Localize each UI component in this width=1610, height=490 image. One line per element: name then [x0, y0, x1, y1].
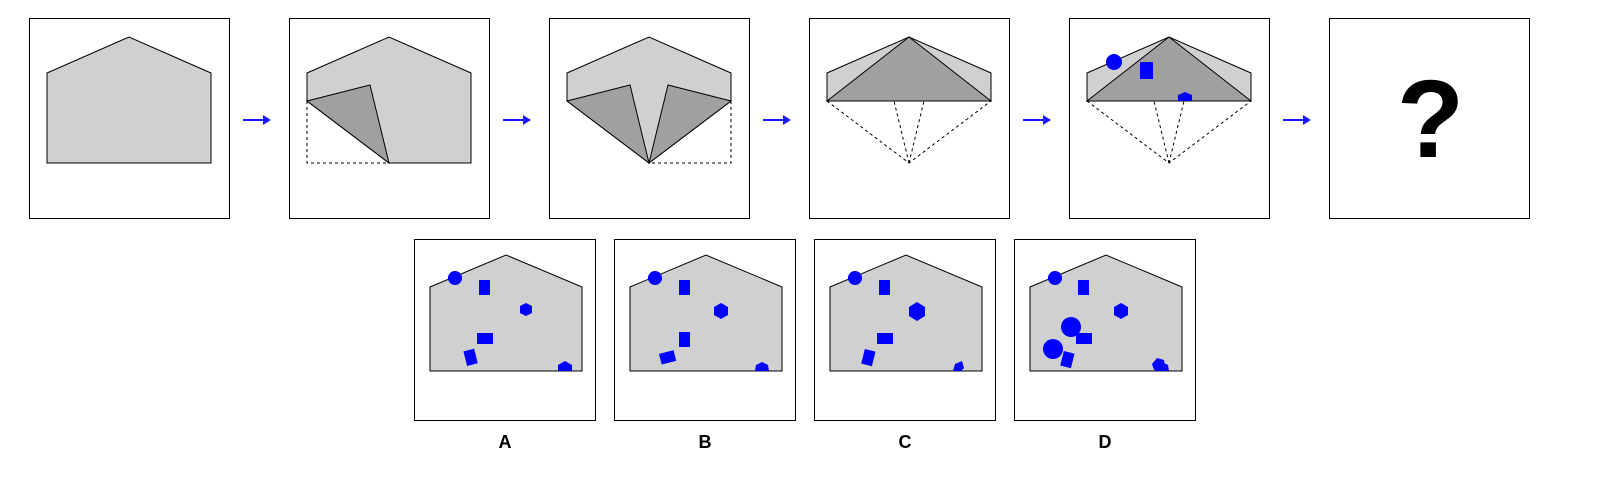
step-1-panel [29, 18, 230, 219]
hexagon-shape [1114, 303, 1128, 319]
option-a-card[interactable] [414, 239, 596, 421]
hexagon-shape [714, 303, 728, 319]
arrow-3-icon [763, 113, 791, 125]
step-3-figure [565, 36, 733, 165]
dashed-fold-outline [1086, 100, 1252, 164]
unfolded-paper [629, 254, 783, 372]
dashed-fold-outline [826, 100, 992, 164]
hexagon-shape [558, 361, 572, 371]
punched-hexagon [1178, 92, 1192, 101]
circle-shape [648, 271, 662, 285]
option-b-card[interactable] [614, 239, 796, 421]
hexagon-shape [755, 362, 769, 371]
option-d-card[interactable] [1014, 239, 1196, 421]
rect-shape [679, 280, 690, 295]
circle-shape [448, 271, 462, 285]
rect-shape [658, 350, 677, 365]
option-d-label[interactable]: D [1098, 432, 1112, 452]
circle-shape [1048, 271, 1062, 285]
option-b-figure [629, 254, 783, 372]
step-2-figure [305, 36, 472, 165]
hexagon-shape [1155, 362, 1169, 371]
rect-shape [463, 348, 478, 366]
folded-triangle [825, 36, 993, 102]
unfolded-paper [1029, 254, 1183, 372]
folded-corner-dashed-outline [306, 99, 391, 164]
hexagon-shape [909, 302, 925, 321]
option-d-figure [1029, 254, 1183, 372]
question-mark: ? [1396, 58, 1465, 181]
option-c-card[interactable] [814, 239, 996, 421]
step-2-panel [289, 18, 490, 219]
rect-shape [477, 333, 493, 344]
step-5-panel [1069, 18, 1270, 219]
option-b-label[interactable]: B [698, 432, 712, 452]
circle-shape [1043, 339, 1063, 359]
step-4-panel [809, 18, 1010, 219]
rect-shape [1078, 280, 1089, 295]
option-c-label[interactable]: C [898, 432, 912, 452]
rect-shape [479, 280, 490, 295]
punched-rectangle [1140, 62, 1153, 79]
pentagon-paper [46, 36, 212, 164]
arrow-1-icon [243, 113, 271, 125]
rect-shape [879, 280, 890, 295]
hexagon-shape [953, 361, 964, 371]
rect-shape [679, 332, 690, 347]
unfolded-paper [429, 254, 583, 372]
right-folded-flap [648, 84, 733, 165]
rect-shape [1076, 333, 1092, 344]
unfolded-paper [829, 254, 983, 372]
option-c-figure [829, 254, 983, 372]
option-a-figure [429, 254, 583, 372]
answer-panel: ? [1329, 18, 1530, 219]
arrow-4-icon [1023, 113, 1051, 125]
circle-shape [848, 271, 862, 285]
left-folded-flap [565, 84, 650, 165]
rect-shape [1060, 350, 1075, 369]
arrow-2-icon [503, 113, 531, 125]
punched-circle [1106, 54, 1122, 70]
right-corner-dashed-outline [647, 99, 732, 164]
hexagon-shape [520, 303, 532, 316]
option-a-label[interactable]: A [498, 432, 512, 452]
rect-shape [861, 348, 876, 367]
rect-shape [877, 333, 893, 344]
step-1-figure [46, 36, 212, 164]
circle-shape [1061, 317, 1081, 337]
folded-flap [305, 84, 390, 165]
folded-triangle [1085, 36, 1253, 102]
arrow-5-icon [1283, 113, 1311, 125]
step-4-figure [825, 36, 993, 164]
step-5-figure [1085, 36, 1253, 164]
step-3-panel [549, 18, 750, 219]
